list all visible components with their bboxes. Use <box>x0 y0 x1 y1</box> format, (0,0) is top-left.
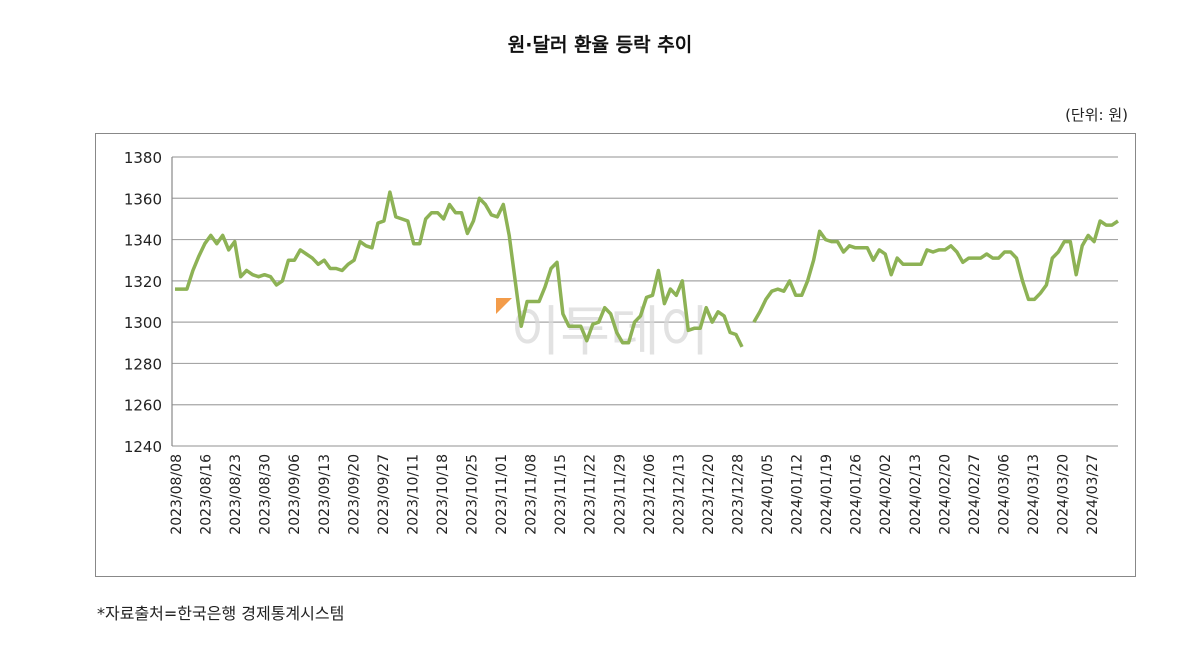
x-tick-label: 2024/02/13 <box>908 454 924 535</box>
y-tick-label: 1280 <box>124 355 162 373</box>
x-tick-label: 2023/08/16 <box>199 454 215 535</box>
y-tick-label: 1240 <box>124 438 162 456</box>
x-tick-label: 2023/09/20 <box>346 454 362 535</box>
x-tick-label: 2023/09/27 <box>376 454 392 535</box>
x-tick-label: 2023/12/13 <box>671 454 687 535</box>
x-tick-label: 2024/02/20 <box>937 454 953 535</box>
x-tick-label: 2024/01/05 <box>760 454 776 535</box>
x-tick-label: 2023/11/15 <box>553 454 569 535</box>
chart-title: 원·달러 환율 등락 추이 <box>507 34 693 56</box>
x-tick-label: 2024/02/02 <box>878 454 894 535</box>
y-tick-label: 1300 <box>124 314 162 332</box>
x-tick-label: 2023/08/08 <box>169 454 185 535</box>
y-tick-label: 1360 <box>124 190 162 208</box>
chart-frame <box>95 133 1136 577</box>
x-tick-label: 2024/03/06 <box>996 454 1012 535</box>
watermark-logo-mark <box>496 298 512 314</box>
x-tick-label: 2023/11/08 <box>524 454 540 535</box>
x-tick-label: 2023/08/23 <box>228 454 244 535</box>
unit-label: (단위: 원) <box>1065 106 1128 124</box>
watermark: 이투데이 <box>511 300 710 363</box>
x-tick-label: 2024/03/27 <box>1085 454 1101 535</box>
y-tick-label: 1320 <box>124 273 162 291</box>
x-tick-label: 2023/09/13 <box>317 454 333 535</box>
x-tick-label: 2023/12/28 <box>730 454 746 535</box>
x-tick-label: 2023/10/25 <box>465 454 481 535</box>
series-line <box>175 190 1119 348</box>
x-tick-label: 2024/02/27 <box>967 454 983 535</box>
x-tick-label: 2023/12/06 <box>642 454 658 535</box>
y-tick-label: 1260 <box>124 397 162 415</box>
y-tick-label: 1380 <box>124 149 162 167</box>
x-tick-label: 2023/12/20 <box>701 454 717 535</box>
source-note: *자료출처=한국은행 경제통계시스템 <box>97 604 345 623</box>
x-tick-label: 2023/11/22 <box>583 454 599 535</box>
x-tick-label: 2023/11/29 <box>612 454 628 535</box>
x-tick-label: 2024/03/20 <box>1056 454 1072 535</box>
x-tick-label: 2023/10/11 <box>405 454 421 535</box>
x-tick-label: 2024/01/12 <box>790 454 806 535</box>
x-tick-label: 2023/09/06 <box>287 454 303 535</box>
x-tick-label: 2023/10/18 <box>435 454 451 535</box>
x-tick-label: 2024/03/13 <box>1026 454 1042 535</box>
x-tick-label: 2023/11/01 <box>494 454 510 535</box>
x-tick-label: 2024/01/26 <box>849 454 865 535</box>
x-tick-label: 2023/08/30 <box>258 454 274 535</box>
y-tick-label: 1340 <box>124 232 162 250</box>
x-tick-label: 2024/01/19 <box>819 454 835 535</box>
